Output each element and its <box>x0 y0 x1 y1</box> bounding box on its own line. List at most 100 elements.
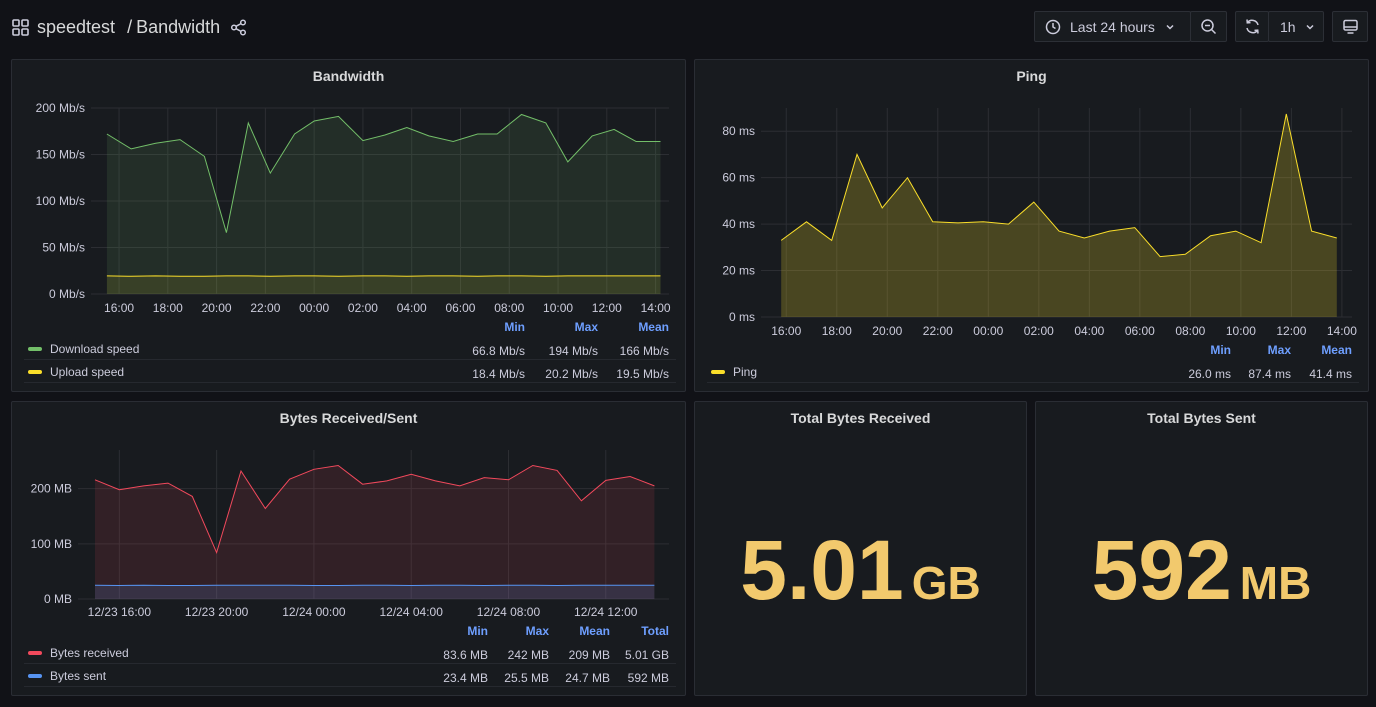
series-line-ping <box>780 113 1337 258</box>
legend-header-mean[interactable]: Mean <box>638 320 669 334</box>
x-tick-label: 22:00 <box>250 301 280 315</box>
legend-color-swatch <box>28 673 42 678</box>
legend-mean-value: 19.5 Mb/s <box>616 367 669 381</box>
y-tick-label: 50 Mb/s <box>42 241 85 255</box>
chevron-down-icon <box>1305 22 1315 32</box>
breadcrumb: speedtest / Bandwidth <box>12 14 247 40</box>
x-tick-label: 16:00 <box>104 301 134 315</box>
y-tick-label: 150 Mb/s <box>36 148 85 162</box>
y-tick-label: 40 ms <box>722 217 755 231</box>
x-tick-label: 06:00 <box>1125 324 1155 338</box>
legend-max-value: 25.5 MB <box>504 671 549 685</box>
legend-min-value: 23.4 MB <box>443 671 488 685</box>
zoom-out-icon <box>1200 18 1217 35</box>
panel-title[interactable]: Total Bytes Sent <box>1147 410 1256 426</box>
x-tick-label: 08:00 <box>1175 324 1205 338</box>
bandwidth-chart[interactable]: 0 Mb/s 50 Mb/s 100 Mb/s 150 Mb/s 200 Mb/s 16:… <box>12 60 687 360</box>
x-tick-label: 06:00 <box>445 301 475 315</box>
clock-icon <box>1045 19 1061 35</box>
legend-max-value: 194 Mb/s <box>548 344 598 358</box>
ping-panel: Ping 0 ms 20 ms 40 ms 60 ms 80 ms 16:00 18:00 2… <box>694 59 1369 392</box>
x-tick-label: 08:00 <box>494 301 524 315</box>
legend-max-value: 20.2 Mb/s <box>545 367 598 381</box>
legend-mean-value: 41.4 ms <box>1309 367 1352 381</box>
legend-total-value: 5.01 GB <box>624 648 669 662</box>
x-tick-label: 12/24 12:00 <box>574 605 638 619</box>
series-area-fill <box>106 114 661 294</box>
legend-item-bytes-received[interactable]: Bytes received <box>24 642 676 664</box>
dashboard-header: speedtest / Bandwidth Last 24 hours 1h <box>0 0 1376 54</box>
refresh-interval-picker[interactable]: 1h <box>1268 11 1324 42</box>
panel-title[interactable]: Bandwidth <box>312 68 385 84</box>
legend-max-value: 242 MB <box>507 648 549 662</box>
y-tick-label: 20 ms <box>722 264 755 278</box>
refresh-button[interactable] <box>1235 11 1269 42</box>
legend-mean-value: 166 Mb/s <box>619 344 669 358</box>
y-tick-label: 0 MB <box>44 592 72 606</box>
x-tick-label: 18:00 <box>153 301 183 315</box>
panel-title[interactable]: Total Bytes Received <box>790 410 931 426</box>
legend-item-download[interactable]: Download speed <box>24 338 676 360</box>
x-tick-label: 12/24 00:00 <box>282 605 346 619</box>
y-tick-label: 60 ms <box>722 171 755 185</box>
legend-header-mean[interactable]: Mean <box>1321 343 1352 357</box>
series-line-download-speed <box>106 113 661 233</box>
stat-unit: MB <box>1239 557 1312 609</box>
stat-unit: GB <box>911 557 981 609</box>
x-tick-label: 12/23 20:00 <box>185 605 249 619</box>
dashboard-title[interactable]: Bandwidth <box>136 16 221 37</box>
total-received-panel: Total Bytes Received 5.01 GB <box>694 401 1027 696</box>
x-tick-label: 00:00 <box>299 301 329 315</box>
x-tick-label: 04:00 <box>1074 324 1104 338</box>
legend-header-max[interactable]: Max <box>574 320 598 334</box>
panel-title[interactable]: Ping <box>1016 68 1047 84</box>
folder-link[interactable]: speedtest <box>37 16 116 37</box>
time-range-picker[interactable]: Last 24 hours <box>1034 11 1191 42</box>
legend-color-swatch <box>711 369 725 374</box>
refresh-icon <box>1244 18 1261 35</box>
legend-series-name: Upload speed <box>50 364 125 379</box>
x-tick-label: 10:00 <box>543 301 573 315</box>
legend-min-value: 26.0 ms <box>1188 367 1231 381</box>
legend-header-min[interactable]: Min <box>1210 343 1231 357</box>
series-area-fill <box>95 465 655 599</box>
legend-header-max[interactable]: Max <box>1267 343 1291 357</box>
x-tick-label: 12:00 <box>1276 324 1306 338</box>
legend-header-total[interactable]: Total <box>641 624 669 638</box>
series-area-fill <box>781 114 1337 317</box>
bytes-chart[interactable]: 0 MB 100 MB 200 MB 12/23 16:00 12/23 20:00 12… <box>12 402 687 632</box>
legend-header-max[interactable]: Max <box>525 624 549 638</box>
dashboards-grid-icon[interactable] <box>12 18 29 36</box>
y-tick-label: 0 ms <box>729 310 755 324</box>
legend-min-value: 18.4 Mb/s <box>472 367 525 381</box>
legend-header-min[interactable]: Min <box>504 320 525 334</box>
x-tick-label: 14:00 <box>1327 324 1357 338</box>
x-tick-label: 04:00 <box>397 301 427 315</box>
legend-mean-value: 209 MB <box>568 648 610 662</box>
legend-item-upload[interactable]: Upload speed <box>24 361 676 383</box>
stat-value: 5.01 GB <box>695 522 1026 619</box>
x-tick-label: 10:00 <box>1226 324 1256 338</box>
x-tick-label: 16:00 <box>771 324 801 338</box>
share-icon[interactable] <box>230 18 247 36</box>
y-tick-label: 100 Mb/s <box>36 194 85 208</box>
legend-color-swatch <box>28 346 42 351</box>
x-tick-label: 12/24 04:00 <box>379 605 443 619</box>
refresh-interval-label: 1h <box>1280 18 1296 35</box>
panel-title[interactable]: Bytes Received/Sent <box>279 410 418 426</box>
legend-header-mean[interactable]: Mean <box>579 624 610 638</box>
total-sent-panel: Total Bytes Sent 592 MB <box>1035 401 1368 696</box>
legend-item-ping[interactable]: Ping <box>707 361 1359 383</box>
legend-item-bytes-sent[interactable]: Bytes sent <box>24 665 676 687</box>
y-tick-label: 100 MB <box>31 537 72 551</box>
ping-chart[interactable]: 0 ms 20 ms 40 ms 60 ms 80 ms 16:00 18:00 20:00 2… <box>695 60 1370 360</box>
legend-header-min[interactable]: Min <box>467 624 488 638</box>
chevron-down-icon <box>1165 22 1175 32</box>
zoom-out-button[interactable] <box>1190 11 1227 42</box>
x-tick-label: 12/23 16:00 <box>88 605 152 619</box>
legend-min-value: 66.8 Mb/s <box>472 344 525 358</box>
y-tick-label: 200 MB <box>31 482 72 496</box>
x-tick-label: 20:00 <box>872 324 902 338</box>
legend-min-value: 83.6 MB <box>443 648 488 662</box>
tv-mode-button[interactable] <box>1332 11 1368 42</box>
